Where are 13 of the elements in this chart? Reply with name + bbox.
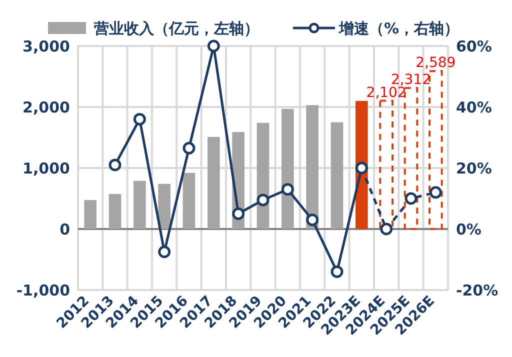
y-tick-label: 1,000	[22, 159, 70, 178]
y-tick-label: 2,000	[22, 98, 70, 116]
y-tick-label: 0	[60, 220, 70, 238]
y2-tick-label: 60%	[456, 37, 492, 56]
legend-label: 增速（%，右轴）	[338, 19, 460, 38]
data-label: 2,589	[416, 55, 456, 72]
y2-tick-label: 0%	[456, 220, 482, 238]
y2-tick-label: -20%	[456, 281, 498, 300]
legend-label: 营业收入（亿元，左轴）	[93, 19, 259, 38]
y2-tick-label: 40%	[456, 98, 492, 116]
y-tick-label: -1,000	[16, 281, 70, 300]
y2-tick-label: 20%	[456, 159, 492, 178]
y-tick-label: 3,000	[22, 37, 70, 56]
